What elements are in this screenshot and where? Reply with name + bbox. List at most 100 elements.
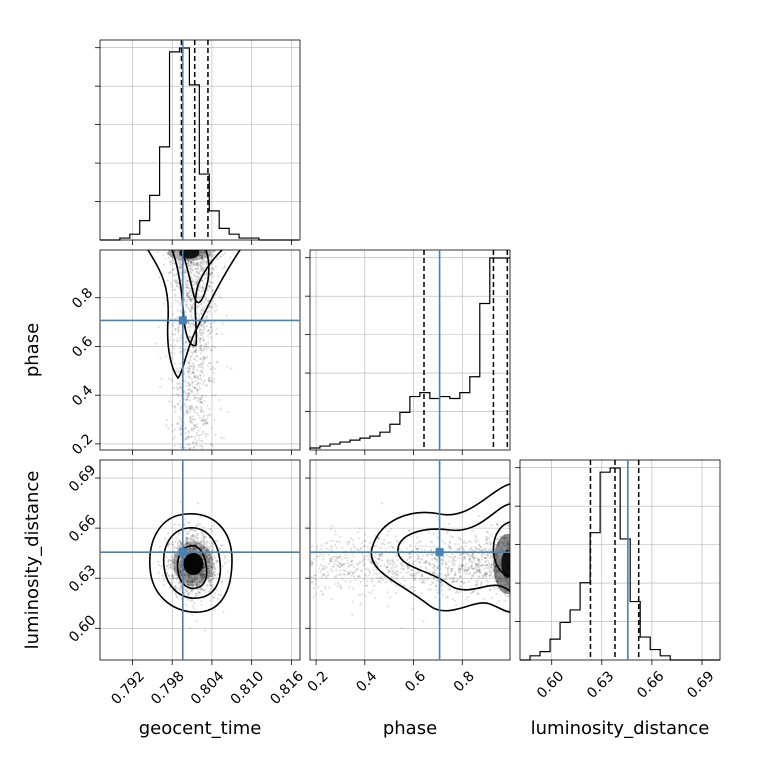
sample-point [179, 362, 182, 365]
sample-point [343, 573, 346, 576]
sample-point [195, 547, 198, 550]
sample-point [395, 554, 398, 558]
sample-point [198, 295, 201, 298]
sample-point [367, 558, 370, 561]
scatter-luminosity_distance-vs-geocent_time-frame [99, 459, 301, 661]
sample-point [338, 540, 341, 544]
sample-point [204, 569, 207, 572]
sample-point [186, 398, 189, 401]
sample-point [184, 380, 188, 384]
xlabel-geocent_time: geocent_time [139, 718, 262, 739]
sample-point [190, 577, 194, 580]
sample-point [388, 571, 391, 574]
sample-point [206, 329, 209, 332]
sample-point [389, 541, 392, 544]
sample-point [189, 303, 192, 307]
sample-point [473, 571, 476, 575]
sample-point [193, 324, 196, 327]
sample-point [337, 555, 340, 558]
sample-point [191, 581, 194, 584]
sample-point [223, 266, 227, 269]
sample-point [202, 338, 205, 342]
sample-point [208, 255, 211, 258]
sample-point [482, 552, 486, 556]
sample-point [202, 362, 205, 366]
sample-point [211, 251, 214, 254]
sample-point [179, 407, 182, 410]
sample-point [505, 547, 509, 550]
sample-point [208, 380, 211, 383]
sample-point [396, 573, 399, 576]
sample-point [200, 324, 203, 327]
sample-point [494, 574, 498, 577]
sample-point [199, 345, 202, 348]
sample-point [216, 598, 220, 601]
sample-point [409, 586, 412, 590]
sample-point [471, 590, 474, 594]
sample-point [477, 562, 480, 565]
sample-point [195, 431, 199, 435]
truth-marker [178, 548, 187, 557]
sample-point [440, 581, 443, 584]
sample-point [461, 563, 464, 566]
sample-point [180, 569, 183, 572]
sample-point [178, 563, 181, 566]
sample-point [476, 539, 480, 542]
sample-point [351, 613, 354, 617]
sample-point [187, 321, 190, 324]
sample-point [506, 523, 509, 526]
sample-point [196, 502, 200, 505]
sample-point [426, 553, 429, 556]
sample-point [199, 337, 202, 340]
sample-point [203, 400, 206, 403]
sample-point [443, 542, 447, 545]
sample-point [351, 600, 354, 603]
sample-point [213, 573, 217, 576]
sample-point [496, 537, 499, 540]
sample-point [202, 558, 205, 561]
sample-point [201, 573, 204, 576]
sample-point [202, 575, 205, 578]
sample-point [507, 543, 510, 547]
sample-point [199, 349, 202, 352]
sample-point [310, 575, 313, 578]
sample-point [179, 571, 182, 574]
sample-point [380, 542, 383, 546]
sample-point [201, 266, 204, 269]
sample-point [195, 541, 199, 544]
sample-point [185, 304, 188, 308]
sample-point [506, 545, 510, 549]
sample-point [400, 571, 403, 574]
sample-point [172, 262, 175, 265]
sample-point [340, 564, 343, 568]
sample-point [180, 541, 183, 544]
sample-point [317, 567, 321, 570]
sample-point [492, 568, 495, 572]
sample-point [485, 530, 489, 533]
sample-point [494, 575, 497, 578]
sample-point [467, 572, 471, 575]
sample-point [337, 556, 340, 560]
sample-point [375, 568, 378, 571]
sample-point [186, 598, 189, 601]
sample-point [209, 544, 212, 547]
sample-point [412, 575, 415, 579]
sample-point [211, 254, 214, 257]
sample-point [208, 273, 212, 276]
sample-point [220, 580, 223, 583]
sample-point [357, 548, 360, 552]
sample-point [218, 287, 221, 290]
sample-point [192, 546, 195, 549]
sample-point [188, 540, 192, 543]
sample-point [199, 540, 202, 543]
sample-point [193, 547, 196, 551]
sample-point [202, 565, 205, 568]
sample-point [192, 528, 195, 531]
sample-point [186, 580, 189, 583]
sample-point [199, 274, 202, 277]
sample-point [349, 572, 352, 575]
sample-point [197, 581, 201, 584]
sample-point [195, 582, 198, 585]
sample-point [205, 316, 209, 319]
sample-point [410, 586, 413, 589]
